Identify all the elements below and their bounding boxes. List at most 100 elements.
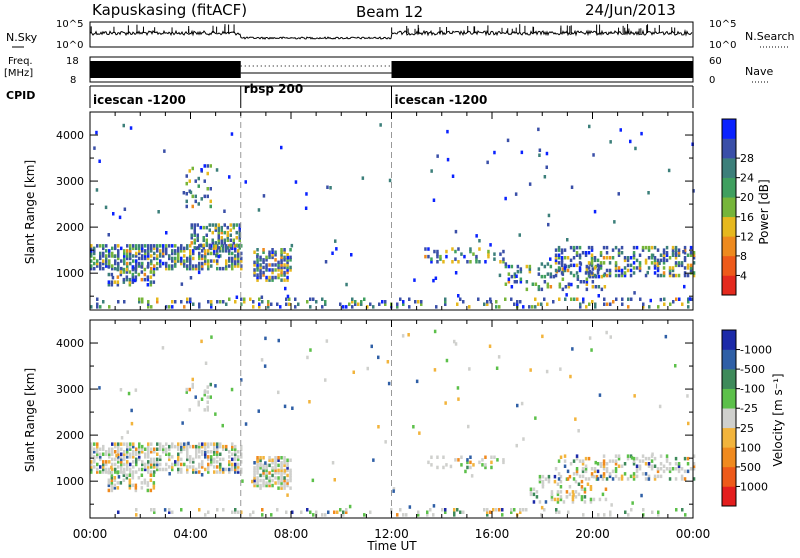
- heatmap-cell: [210, 335, 213, 339]
- heatmap-cell: [656, 268, 660, 273]
- heatmap-cell: [638, 464, 642, 468]
- heatmap-cell: [596, 462, 600, 466]
- heatmap-cell: [486, 302, 489, 306]
- heatmap-cell: [598, 497, 602, 502]
- heatmap-cell: [304, 206, 308, 210]
- heatmap-cell: [228, 467, 231, 472]
- heatmap-cell: [210, 442, 213, 446]
- heatmap-cell: [626, 268, 630, 273]
- heatmap-cell: [546, 272, 550, 276]
- heatmap-cell: [225, 444, 228, 449]
- heatmap-cell: [557, 245, 561, 250]
- heatmap-cell: [456, 302, 459, 306]
- heatmap-cell: [265, 278, 268, 282]
- heatmap-cell: [226, 246, 229, 250]
- heatmap-cell: [237, 254, 240, 258]
- heatmap-cell: [363, 513, 366, 517]
- heatmap-cell: [165, 249, 168, 253]
- heatmap-cell: [502, 260, 505, 264]
- heatmap-cell: [93, 450, 96, 454]
- heatmap-cell: [150, 254, 153, 258]
- heatmap-cell: [418, 431, 421, 435]
- heatmap-cell: [442, 465, 445, 470]
- cpid-program-label: icescan -1200: [93, 93, 186, 107]
- heatmap-cell: [268, 255, 271, 260]
- heatmap-cell: [286, 463, 289, 468]
- heatmap-cell: [99, 266, 102, 271]
- heatmap-cell: [662, 258, 666, 263]
- heatmap-cell: [510, 510, 513, 514]
- colorbar-frame: [721, 329, 737, 507]
- heatmap-cell: [614, 273, 618, 278]
- heatmap-cell: [579, 305, 582, 309]
- heatmap-cell: [563, 266, 567, 270]
- heatmap-cell: [168, 447, 171, 451]
- heatmap-cell: [108, 261, 111, 266]
- heatmap-cell: [656, 266, 660, 270]
- heatmap-cell: [649, 298, 652, 303]
- heatmap-cell: [451, 174, 455, 178]
- heatmap-cell: [534, 305, 537, 309]
- heatmap-cell: [556, 500, 560, 504]
- heatmap-cell: [614, 261, 618, 265]
- heatmap-cell: [329, 186, 332, 190]
- heatmap-cell: [107, 265, 111, 269]
- heatmap-cell: [563, 454, 567, 458]
- heatmap-cell: [144, 254, 147, 258]
- heatmap-cell: [283, 270, 286, 275]
- heatmap-cell: [229, 243, 232, 248]
- heatmap-cell: [207, 266, 210, 271]
- heatmap-cell: [584, 251, 588, 255]
- heatmap-cell: [289, 473, 292, 478]
- heatmap-cell: [217, 241, 220, 245]
- heatmap-cell: [189, 190, 193, 195]
- heatmap-cell: [324, 300, 327, 304]
- heatmap-cell: [234, 465, 237, 469]
- heatmap-cell: [457, 294, 460, 298]
- heatmap-cell: [198, 244, 201, 248]
- heatmap-cell: [238, 225, 241, 230]
- heatmap-cell: [260, 358, 264, 362]
- heatmap-cell: [209, 382, 212, 387]
- heatmap-cell: [186, 264, 189, 268]
- heatmap-cell: [259, 456, 262, 460]
- heatmap-cell: [188, 408, 191, 412]
- heatmap-cell: [117, 510, 120, 514]
- heatmap-cell: [125, 277, 129, 282]
- heatmap-cell: [557, 248, 561, 252]
- heatmap-cell: [265, 471, 268, 475]
- heatmap-cell: [99, 244, 102, 248]
- heatmap-cell: [204, 442, 207, 446]
- heatmap-cell: [528, 305, 531, 309]
- heatmap-cell: [186, 457, 189, 462]
- heatmap-cell: [585, 280, 589, 284]
- heatmap-cell: [122, 277, 126, 282]
- heatmap-cell: [185, 390, 188, 394]
- heatmap-cell: [554, 261, 558, 265]
- heatmap-cell: [135, 460, 138, 464]
- heatmap-cell: [153, 244, 156, 248]
- heatmap-cell: [632, 459, 636, 463]
- heatmap-cell: [554, 467, 558, 471]
- heatmap-cell: [93, 256, 96, 261]
- heatmap-cell: [129, 444, 132, 449]
- heatmap-cell: [118, 215, 122, 220]
- heatmap-cell: [147, 442, 150, 446]
- y-tick-label: 1000: [56, 475, 84, 488]
- heatmap-cell: [311, 478, 315, 483]
- heatmap-cell: [544, 477, 548, 481]
- heatmap-cell: [201, 244, 204, 248]
- heatmap-cell: [286, 278, 289, 282]
- heatmap-cell: [662, 271, 666, 275]
- heatmap-cell: [219, 457, 222, 462]
- heatmap-cell: [528, 269, 532, 274]
- heatmap-cell: [171, 455, 174, 459]
- heatmap-cell: [149, 270, 153, 274]
- heatmap-cell: [192, 457, 195, 462]
- heatmap-cell: [580, 497, 584, 502]
- heatmap-cell: [599, 251, 603, 255]
- heatmap-cell: [204, 455, 207, 459]
- heatmap-cell: [129, 467, 132, 472]
